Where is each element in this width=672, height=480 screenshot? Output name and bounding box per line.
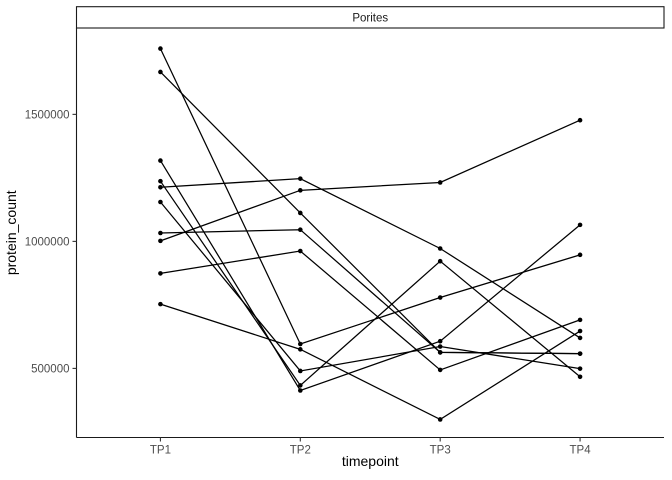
data-point [298, 341, 303, 347]
series-line [159, 180, 581, 387]
series-line [160, 119, 581, 242]
y-axis-tick-label: 1000000 [25, 236, 70, 248]
y-axis-title: protein_count [3, 190, 19, 275]
data-point [158, 69, 163, 75]
data-point [577, 351, 583, 356]
data-point [298, 210, 303, 216]
data-point [437, 246, 443, 251]
series-line [160, 229, 581, 355]
data-point [298, 227, 303, 232]
data-point [158, 271, 163, 276]
data-point [437, 180, 443, 185]
data-point [298, 383, 303, 388]
series-line [159, 201, 581, 372]
data-point [437, 367, 443, 373]
data-point [437, 338, 443, 344]
series-line [160, 250, 581, 371]
data-point [577, 317, 583, 323]
data-point [298, 248, 303, 254]
series-line [159, 160, 581, 392]
data-point [158, 199, 163, 205]
data-point [437, 344, 443, 349]
data-point [577, 335, 583, 341]
data-point [437, 295, 443, 300]
series-line [160, 178, 581, 339]
data-point [437, 258, 443, 264]
x-axis-tick-label: TP2 [290, 445, 311, 457]
y-axis-tick-label: 500000 [31, 363, 69, 375]
data-point [577, 328, 583, 334]
data-point [158, 46, 163, 51]
data-point [577, 252, 583, 258]
data-point [158, 184, 163, 190]
series-line [160, 303, 581, 421]
data-point [158, 178, 163, 184]
x-axis-title: timepoint [342, 453, 399, 469]
facet-strip [75, 6, 665, 29]
x-axis-tick-label: TP1 [150, 445, 171, 457]
data-point [158, 301, 163, 307]
series-line [159, 48, 581, 345]
x-axis-tick-label: TP4 [570, 445, 592, 457]
data-point [577, 366, 583, 371]
data-point [437, 417, 443, 422]
data-point [298, 388, 303, 393]
data-point [437, 350, 443, 355]
data-point [158, 158, 163, 163]
facet-strip-label: Porites [352, 12, 388, 24]
data-point [577, 222, 583, 228]
x-axis-tick-label: TP3 [430, 445, 451, 457]
y-axis-tick-label: 1500000 [25, 109, 70, 121]
data-point [298, 188, 303, 193]
data-point [577, 117, 583, 123]
data-point [158, 238, 163, 244]
data-point [298, 368, 303, 374]
data-point [298, 347, 303, 352]
data-point [298, 176, 303, 181]
data-point [577, 374, 583, 380]
data-point [158, 230, 163, 236]
series-line [159, 71, 581, 355]
